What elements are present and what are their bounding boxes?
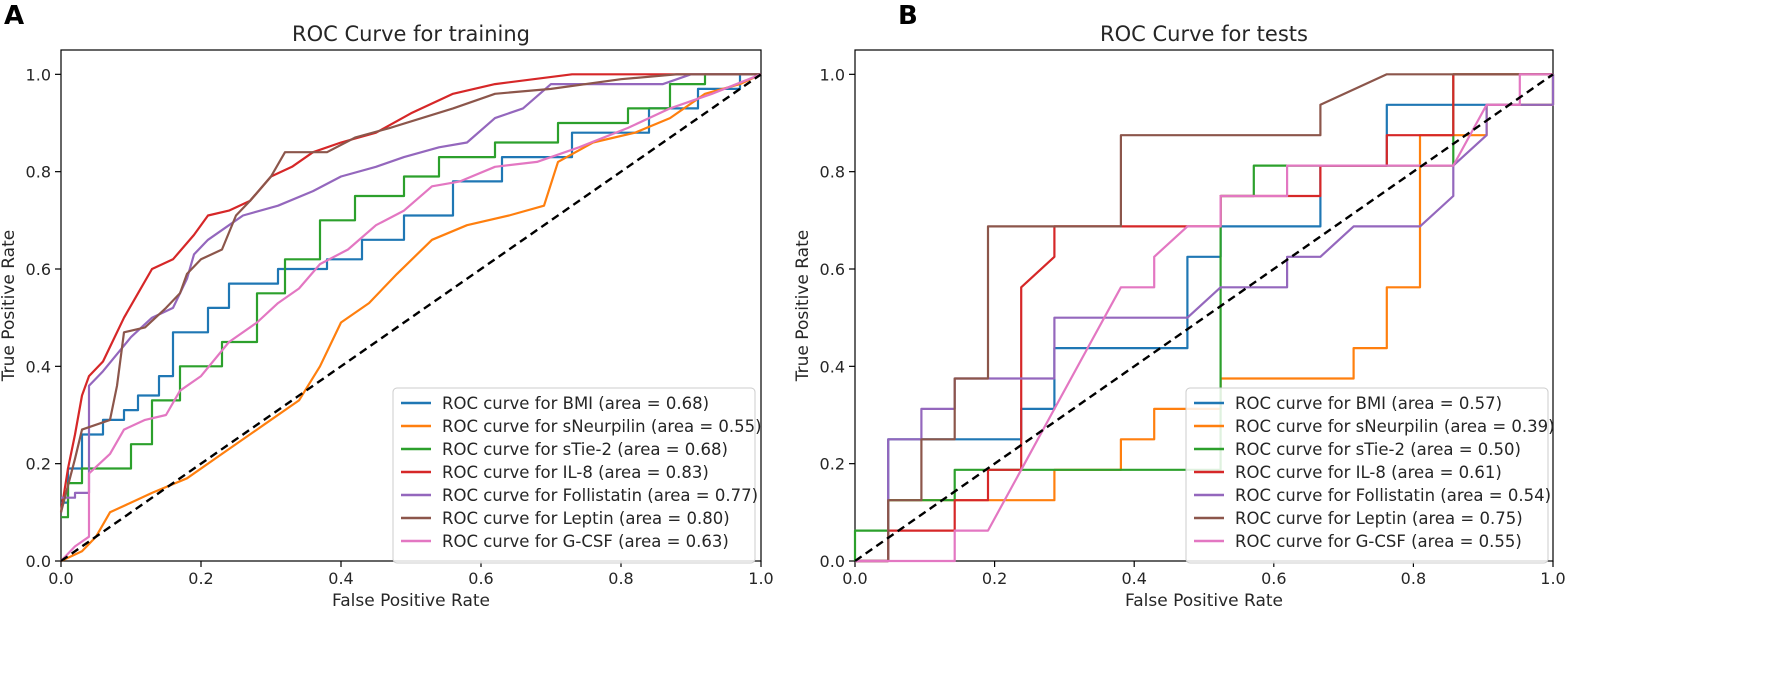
chart-2-series-leptin [855,73,1553,563]
chart-2-legend-label-g-csf: ROC curve for G-CSF (area = 0.55) [1235,532,1522,551]
chart-2-series-il-8 [855,73,1553,563]
chart-1-legend-label-follistatin: ROC curve for Follistatin (area = 0.77) [442,486,758,505]
chart-1-xtick-label: 0.4 [328,569,353,588]
panel-letter-a: A [4,1,24,31]
chart-2-xtick-label: 0.0 [842,569,867,588]
chart-1-ylabel: True Positive Rate [0,230,19,382]
chart-1-title: ROC Curve for training [292,22,530,46]
chart-2-xtick-label: 0.8 [1401,569,1426,588]
chart-2-legend-label-follistatin: ROC curve for Follistatin (area = 0.54) [1235,486,1551,505]
chart-2-ylabel: True Positive Rate [793,230,813,382]
chart-2-xtick-label: 1.0 [1540,569,1565,588]
chart-1-xtick-label: 0.6 [468,569,493,588]
chart-1-series-stie-2 [61,73,761,519]
chart-1-xtick-label: 0.2 [188,569,213,588]
chart-2-ytick-label: 0.0 [820,552,845,571]
chart-2-ytick-label: 0.2 [820,455,845,474]
chart-1-series-sneurpilin [60,73,762,562]
chart-1-legend-label-il-8: ROC curve for IL-8 (area = 0.83) [442,463,709,482]
chart-1-legend: ROC curve for BMI (area = 0.68) ROC curve… [392,387,762,564]
chart-1-legend-label-sneurpilin: ROC curve for sNeurpilin (area = 0.55) [442,417,762,436]
chart-2-ytick-label: 1.0 [820,65,845,84]
chart-1-ytick-label: 0.0 [26,552,51,571]
chart-2-series-bmi [855,74,1555,563]
chart-1-legend-label-leptin: ROC curve for Leptin (area = 0.80) [442,509,730,528]
roc-panel-tests: ROC Curve for tests 0.0 0.2 0.4 0.6 0.8 1.0 0.0… [793,22,1566,611]
chart-1-xtick-label: 1.0 [748,569,773,588]
roc-panel-training: ROC Curve for training 0.0 0.2 0.4 0.6 0.8 1.0… [0,22,774,611]
chart-2-legend-label-il-8: ROC curve for IL-8 (area = 0.61) [1235,463,1502,482]
chart-2-legend-label-sneurpilin: ROC curve for sNeurpilin (area = 0.39) [1235,417,1555,436]
chart-2-ytick-label: 0.6 [820,260,845,279]
chart-2-ytick-label: 0.4 [820,357,845,376]
chart-1-series-g-csf [60,73,762,562]
chart-2-xtick-label: 0.2 [982,569,1007,588]
chart-1-legend-label-stie-2: ROC curve for sTie-2 (area = 0.68) [442,440,728,459]
chart-1-legend-label-g-csf: ROC curve for G-CSF (area = 0.63) [442,532,729,551]
chart-2-title: ROC Curve for tests [1100,22,1308,46]
chart-1-ytick-label: 1.0 [26,65,51,84]
chart-2-legend: ROC curve for BMI (area = 0.57) ROC curve… [1185,387,1555,564]
chart-1-ytick-label: 0.8 [26,163,51,182]
chart-1-xlabel: False Positive Rate [332,591,490,611]
chart-1-ytick-label: 0.2 [26,455,51,474]
chart-1-xtick-label: 0.0 [48,569,73,588]
chart-2-legend-label-stie-2: ROC curve for sTie-2 (area = 0.50) [1235,440,1521,459]
chart-2-xtick-label: 0.6 [1261,569,1286,588]
chart-1-series-il-8 [59,73,761,513]
chart-2-legend-label-bmi: ROC curve for BMI (area = 0.57) [1235,394,1502,413]
chart-1-series-follistatin [61,73,761,499]
chart-2-legend-label-leptin: ROC curve for Leptin (area = 0.75) [1235,509,1523,528]
chart-2-legend-box [1185,387,1549,564]
chart-2-ytick-label: 0.8 [820,163,845,182]
panel-letter-b: B [898,1,918,31]
chart-1-series-bmi [61,73,761,504]
chart-2-diagonal-reference [854,73,1554,562]
chart-1-legend-label-bmi: ROC curve for BMI (area = 0.68) [442,394,709,413]
chart-1-legend-box [392,387,756,564]
chart-2-xtick-label: 0.4 [1121,569,1146,588]
chart-1-xtick-label: 0.8 [608,569,633,588]
chart-1-ytick-label: 0.4 [26,357,51,376]
chart-2-series-g-csf [855,73,1553,563]
chart-2-series-follistatin [855,74,1555,563]
chart-1-ytick-label: 0.6 [26,260,51,279]
chart-1-series-leptin [59,73,761,513]
chart-2-xlabel: False Positive Rate [1125,591,1283,611]
